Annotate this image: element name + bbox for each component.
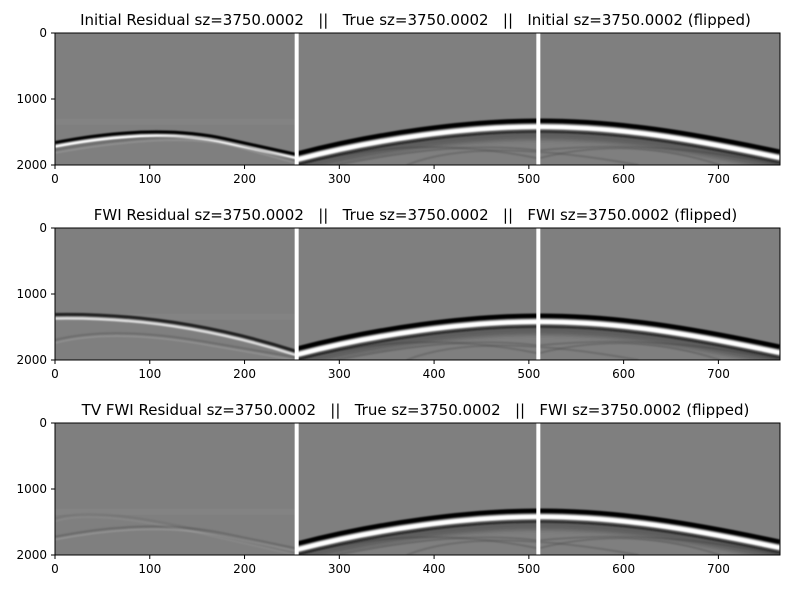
x-tick-label: 300 (328, 367, 351, 381)
x-tick-label: 0 (51, 562, 59, 576)
residual-event-faint (55, 332, 297, 359)
y-tick-label: 1000 (16, 92, 47, 106)
x-tick-label: 500 (517, 562, 540, 576)
x-tick-label: 300 (328, 562, 351, 576)
x-tick-label: 200 (233, 367, 256, 381)
weak-arrival (406, 149, 639, 165)
residual-event-dark (55, 312, 298, 353)
subplot-title: TV FWI Residual sz=3750.0002 || True sz=… (81, 401, 750, 419)
weak-arrival (336, 146, 539, 165)
x-tick-label: 100 (138, 367, 161, 381)
y-tick-label: 0 (39, 26, 47, 40)
x-tick-label: 300 (328, 172, 351, 186)
x-tick-label: 700 (707, 172, 730, 186)
residual-event-faint-bright (55, 139, 297, 165)
y-tick-label: 2000 (16, 548, 47, 562)
x-tick-label: 500 (517, 172, 540, 186)
x-tick-label: 0 (51, 367, 59, 381)
residual-event-bright (55, 317, 298, 357)
x-tick-label: 600 (612, 562, 635, 576)
x-tick-label: 400 (423, 562, 446, 576)
x-tick-label: 600 (612, 172, 635, 186)
weak-arrival (336, 341, 539, 360)
y-tick-label: 0 (39, 416, 47, 430)
weak-arrival (406, 539, 639, 555)
y-tick-label: 2000 (16, 158, 47, 172)
subplot-3: 0 100 200 300 400 500 600 700 0 1000 2000 TV FWI Re… (16, 401, 781, 576)
y-tick-label: 0 (39, 221, 47, 235)
residual-event-dark (55, 130, 297, 156)
x-tick-label: 0 (51, 172, 59, 186)
x-tick-label: 500 (517, 367, 540, 381)
y-tick-label: 1000 (16, 287, 47, 301)
residual-event-faint-bright (55, 335, 297, 360)
x-tick-label: 400 (423, 367, 446, 381)
subplot-1: 0 100 200 300 400 500 600 700 0 1000 2000 Initial R… (16, 11, 781, 186)
y-tick-label: 2000 (16, 353, 47, 367)
weak-arrival (336, 536, 539, 555)
x-tick-label: 600 (612, 367, 635, 381)
subplot-title: Initial Residual sz=3750.0002 || True sz… (80, 11, 751, 29)
weak-arrival (406, 344, 639, 360)
subplot-2: 0 100 200 300 400 500 600 700 0 1000 2000 FWI Resid… (16, 206, 781, 381)
residual-event-faint-bright (55, 516, 297, 555)
x-tick-label: 200 (233, 172, 256, 186)
subplot-title: FWI Residual sz=3750.0002 || True sz=375… (94, 206, 737, 224)
x-tick-label: 400 (423, 172, 446, 186)
residual-event-faint (55, 513, 297, 554)
x-tick-label: 200 (233, 562, 256, 576)
residual-event-faint (55, 525, 297, 550)
x-tick-label: 100 (138, 172, 161, 186)
residual-event-faint (55, 136, 297, 162)
x-tick-label: 700 (707, 562, 730, 576)
x-tick-label: 100 (138, 562, 161, 576)
y-tick-label: 1000 (16, 482, 47, 496)
x-tick-label: 700 (707, 367, 730, 381)
